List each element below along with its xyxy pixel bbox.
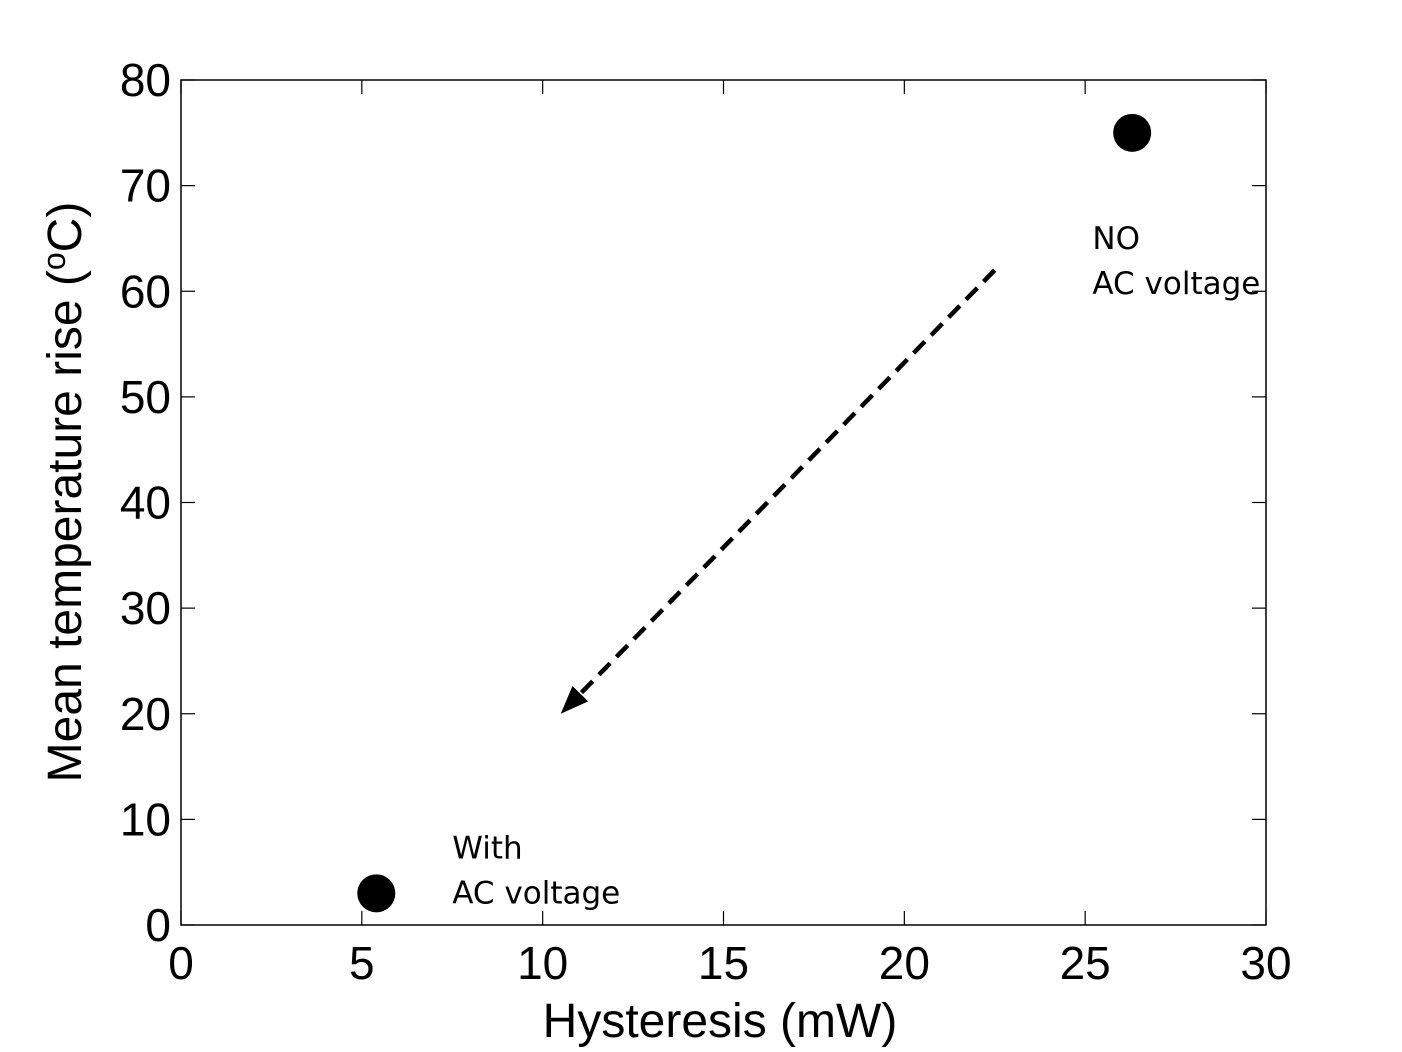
- y-tick-label: 40: [120, 477, 171, 529]
- axis-ticks: [180, 79, 1267, 926]
- annotation-line: AC voltage: [452, 875, 620, 911]
- y-tick-label: 60: [120, 265, 171, 317]
- annotations: NO AC voltage With AC voltage: [452, 221, 1260, 911]
- annotation-label: With AC voltage: [452, 830, 620, 911]
- data-point: [357, 874, 396, 913]
- y-tick-label: 20: [120, 688, 171, 740]
- annotation-line: With: [452, 830, 522, 866]
- y-axis-title: Mean temperature rise (oC): [36, 202, 92, 783]
- y-tick-label: 0: [145, 899, 171, 951]
- annotation-line: NO: [1092, 221, 1140, 257]
- trend-arrow: [560, 268, 997, 714]
- x-tick-label: 15: [698, 937, 749, 989]
- data-points: [357, 113, 1152, 913]
- annotation-line: AC voltage: [1092, 266, 1260, 302]
- x-tick-label: 25: [1060, 937, 1111, 989]
- x-tick-label: 0: [168, 937, 194, 989]
- y-tick-label: 10: [120, 793, 171, 845]
- y-tick-label: 80: [120, 54, 171, 106]
- x-tick-label: 30: [1240, 937, 1291, 989]
- arrow-head: [560, 686, 589, 714]
- plot-area: [180, 79, 1267, 926]
- x-tick-labels: 0 5 10 15 20 25 30: [168, 937, 1291, 989]
- y-tick-label: 70: [120, 160, 171, 212]
- degree-sign: o: [36, 252, 72, 270]
- x-axis-title: Hysteresis (mW): [543, 995, 898, 1048]
- x-tick-label: 20: [879, 937, 930, 989]
- y-tick-label: 50: [120, 371, 171, 423]
- x-tick-label: 10: [517, 937, 568, 989]
- y-tick-labels: 0 10 20 30 40 50 60 70 80: [120, 54, 171, 951]
- annotation-label: NO AC voltage: [1092, 221, 1260, 302]
- x-tick-label: 5: [349, 937, 375, 989]
- data-point: [1113, 113, 1152, 152]
- y-tick-label: 30: [120, 582, 171, 634]
